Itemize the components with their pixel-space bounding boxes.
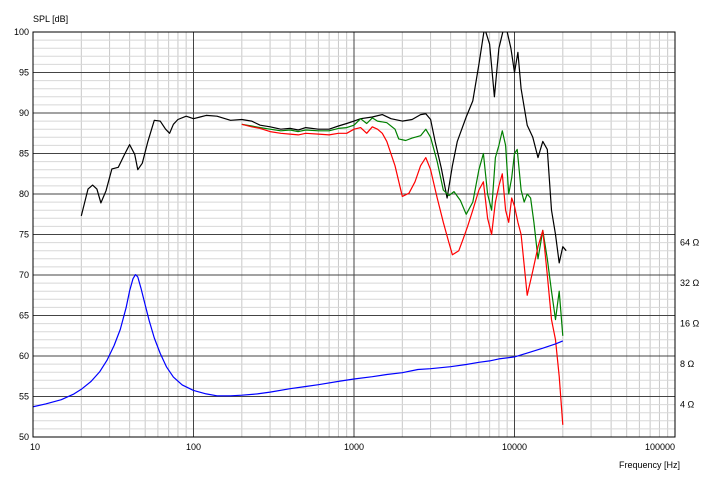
tick-labels: 10 100 1000 10000 100000 50 55 60 65 70 75 80 85 90 95… (14, 27, 700, 452)
y-tick-label: 85 (19, 149, 29, 159)
y-tick-label: 80 (19, 189, 29, 199)
spl-curve-1 (80, 32, 567, 264)
y-tick-label: 65 (19, 311, 29, 321)
x-tick-label: 100000 (645, 442, 675, 452)
series-layer (33, 32, 567, 425)
spl-curve-2 (241, 117, 564, 336)
x-axis-title: Frequency [Hz] (619, 460, 680, 470)
y-tick-label: 60 (19, 351, 29, 361)
x-tick-label: 10000 (502, 442, 527, 452)
impedance-tick-label: 32 Ω (680, 278, 700, 288)
x-tick-label: 100 (186, 442, 201, 452)
spl-curve-3 (241, 123, 564, 425)
x-tick-label: 1000 (344, 442, 364, 452)
y-tick-label: 90 (19, 108, 29, 118)
y-tick-label: 55 (19, 392, 29, 402)
y-tick-label: 75 (19, 230, 29, 240)
impedance-tick-label: 16 Ω (680, 319, 700, 329)
y-tick-label: 100 (14, 27, 29, 37)
impedance-curve (33, 274, 564, 408)
y-tick-label: 50 (19, 432, 29, 442)
impedance-tick-label: 64 Ω (680, 238, 700, 248)
x-tick-label: 10 (30, 442, 40, 452)
plot-border (32, 31, 676, 438)
impedance-tick-label: 4 Ω (680, 400, 695, 410)
y-tick-label: 95 (19, 68, 29, 78)
y-axis-title: SPL [dB] (33, 14, 68, 24)
y-tick-label: 70 (19, 270, 29, 280)
impedance-tick-label: 8 Ω (680, 359, 695, 369)
